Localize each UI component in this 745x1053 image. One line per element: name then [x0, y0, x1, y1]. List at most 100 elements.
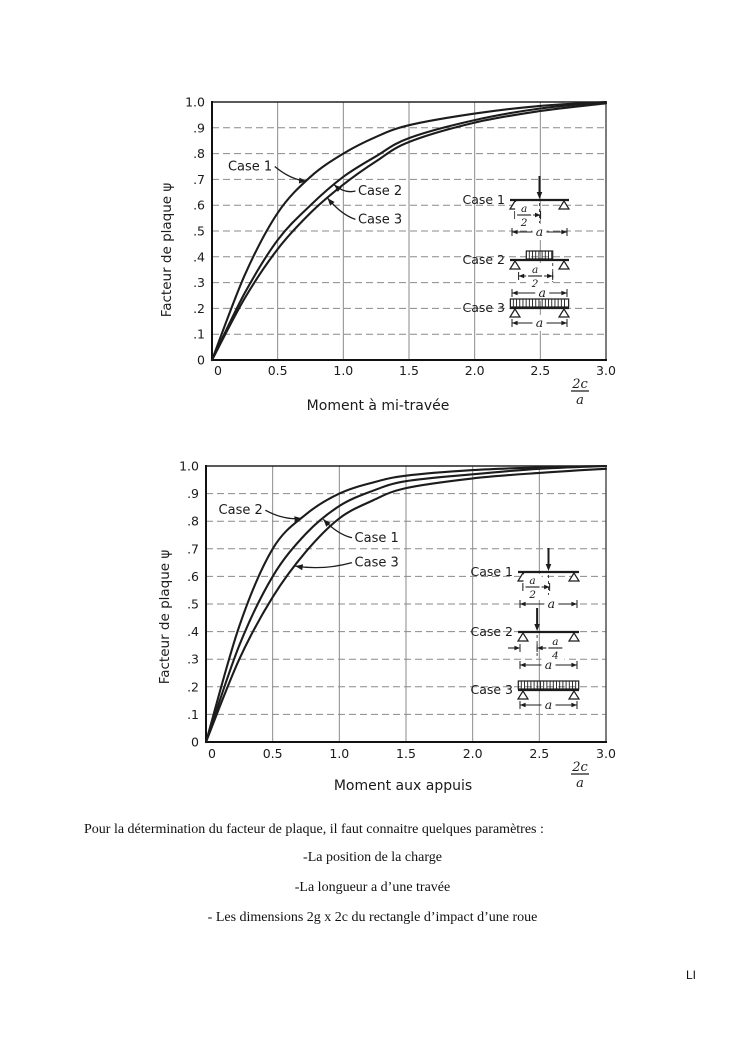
svg-text:a: a	[545, 697, 552, 712]
distributed-load-icon	[509, 298, 570, 308]
svg-text:.7: .7	[187, 541, 199, 556]
legend-item-case-3: Case 3 a	[462, 298, 571, 331]
svg-text:a: a	[576, 776, 584, 791]
legend-label-case-3: Case 3	[462, 300, 505, 315]
legend-label-case-2: Case 2	[470, 624, 513, 639]
support-triangle-icon	[567, 631, 581, 642]
y-axis-title: Facteur de plaque ψ	[157, 550, 173, 685]
support-triangle-icon	[516, 631, 530, 642]
svg-text:a: a	[548, 596, 555, 611]
chart-caption-midspan: Moment à mi-travée	[306, 398, 450, 414]
svg-text:.4: .4	[187, 624, 199, 639]
curve-case-1	[204, 464, 608, 744]
x-axis-fraction-label: 2ca	[571, 377, 589, 408]
svg-text:2c: 2c	[571, 377, 588, 392]
support-triangle-icon	[567, 571, 581, 582]
curves	[204, 464, 608, 744]
y-axis-title: Facteur de plaque ψ	[159, 183, 175, 318]
svg-text:Facteur de plaque ψ: Facteur de plaque ψ	[159, 183, 175, 318]
svg-text:a: a	[552, 636, 558, 648]
svg-text:2.0: 2.0	[463, 746, 483, 761]
curve-case-3	[210, 102, 608, 362]
curve-label-case-1: Case 1	[228, 160, 272, 175]
bullet-load-position: -La position de la charge	[303, 850, 442, 865]
svg-text:.9: .9	[193, 120, 205, 135]
grid	[212, 102, 606, 360]
legend-label-case-3: Case 3	[470, 682, 513, 697]
curve-annotations: Case 2 Case 1 Case 3	[219, 503, 399, 570]
svg-text:.1: .1	[193, 327, 205, 342]
chart-moment-aux-appuis: 0 .1 .2 .3 .4 .5 .6 .7 .8 .9 1.0 0 0.5 1.0 1.5 2.0 2.5 3.…	[157, 459, 616, 792]
x-axis-tick-labels: 0 0.5 1.0 1.5 2.0 2.5 3.0	[208, 746, 616, 761]
support-triangle-icon	[516, 689, 530, 700]
svg-text:1.5: 1.5	[399, 363, 419, 378]
svg-text:a: a	[536, 224, 543, 239]
svg-text:a: a	[536, 315, 543, 330]
svg-text:Facteur de plaque ψ: Facteur de plaque ψ	[157, 550, 173, 685]
svg-text:.8: .8	[193, 146, 205, 161]
svg-text:2.5: 2.5	[530, 363, 550, 378]
legend-label-case-1: Case 1	[462, 192, 505, 207]
svg-text:.9: .9	[187, 486, 199, 501]
curve-label-case-2: Case 2	[219, 503, 263, 518]
legend-item-case-3: Case 3 a	[470, 680, 581, 713]
page-number: LI	[686, 968, 697, 982]
svg-text:1.0: 1.0	[179, 459, 199, 474]
curve-case-2	[204, 464, 608, 744]
support-triangle-icon	[567, 689, 581, 700]
svg-text:2: 2	[531, 278, 539, 290]
support-triangle-icon	[557, 259, 571, 270]
svg-text:1.5: 1.5	[396, 746, 416, 761]
svg-text:.7: .7	[193, 172, 205, 187]
support-triangle-icon	[508, 259, 522, 270]
svg-text:1.0: 1.0	[333, 363, 353, 378]
y-axis-tick-labels: 0 .1 .2 .3 .4 .5 .6 .7 .8 .9 1.0	[179, 459, 199, 750]
svg-text:.1: .1	[187, 707, 199, 722]
svg-text:.3: .3	[187, 652, 199, 667]
svg-text:0: 0	[214, 363, 222, 378]
svg-text:0: 0	[208, 746, 216, 761]
curve-case-2	[210, 100, 608, 362]
svg-text:.8: .8	[187, 514, 199, 529]
svg-text:.6: .6	[193, 198, 205, 213]
plot-border	[205, 465, 607, 743]
legend-label-case-2: Case 2	[462, 252, 505, 267]
svg-text:a: a	[539, 285, 546, 300]
y-axis-tick-labels: 0 .1 .2 .3 .4 .5 .6 .7 .8 .9 1.0	[185, 95, 205, 368]
svg-text:3.0: 3.0	[596, 363, 616, 378]
svg-text:2.0: 2.0	[465, 363, 485, 378]
plot-border	[211, 101, 607, 361]
legend-label-case-1: Case 1	[470, 564, 513, 579]
curve-label-case-3: Case 3	[355, 556, 399, 571]
svg-text:a: a	[532, 264, 538, 276]
x-axis-fraction-label: 2ca	[571, 760, 589, 791]
svg-text:4: 4	[551, 650, 559, 662]
svg-text:.2: .2	[187, 679, 199, 694]
svg-text:0: 0	[197, 353, 205, 368]
svg-text:2: 2	[528, 589, 536, 601]
support-triangle-icon	[557, 307, 571, 318]
curve-case-1	[210, 100, 608, 362]
bullet-impact-rectangle: - Les dimensions 2g x 2c du rectangle d’…	[207, 910, 538, 925]
curve-label-case-1: Case 1	[355, 531, 399, 546]
chart-caption-support: Moment aux appuis	[333, 778, 473, 794]
svg-text:.5: .5	[187, 597, 199, 612]
svg-text:a: a	[545, 657, 552, 672]
svg-text:.3: .3	[193, 275, 205, 290]
svg-text:2: 2	[520, 217, 528, 229]
svg-text:.2: .2	[193, 301, 205, 316]
curve-label-case-3: Case 3	[358, 212, 402, 227]
svg-text:0.5: 0.5	[268, 363, 288, 378]
svg-text:a: a	[529, 575, 535, 587]
svg-text:1.0: 1.0	[329, 746, 349, 761]
svg-text:3.0: 3.0	[596, 746, 616, 761]
svg-text:.6: .6	[187, 569, 199, 584]
curves	[210, 100, 608, 362]
distributed-load-icon	[525, 250, 554, 260]
svg-text:2c: 2c	[571, 760, 588, 775]
svg-text:1.0: 1.0	[185, 95, 205, 110]
